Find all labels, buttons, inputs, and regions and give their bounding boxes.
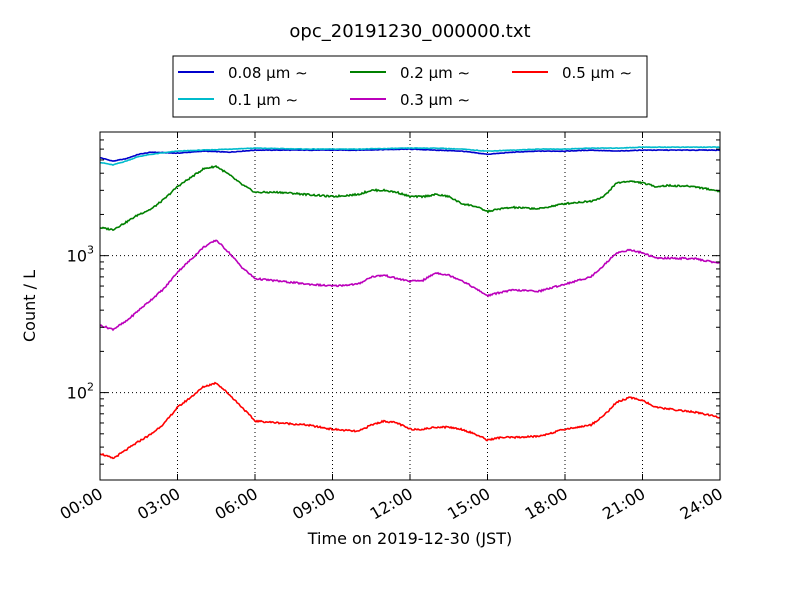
series-line: [99, 381, 721, 460]
grid: [100, 132, 720, 480]
x-tick-label: 06:00: [212, 484, 261, 524]
y-tick-label: 103: [67, 244, 94, 266]
x-tick-label: 12:00: [367, 484, 416, 524]
legend-label: 0.3 μm ∼: [400, 91, 470, 109]
y-tick-labels: 102 103: [67, 244, 94, 403]
legend-label: 0.1 μm ∼: [228, 91, 298, 109]
legend-label: 0.2 μm ∼: [400, 64, 470, 82]
y-axis-label: Count / L: [20, 270, 39, 342]
legend: 0.08 μm ∼ 0.1 μm ∼ 0.2 μm ∼ 0.3 μm ∼ 0.5 μm …: [172, 55, 648, 118]
x-tick-labels: 00:00 03:00 06:00 09:00 12:00 15:00 18:00 21:00…: [57, 484, 726, 524]
series-line: [99, 164, 721, 232]
series-line: [99, 146, 721, 167]
chart-title: opc_20191230_000000.txt: [289, 21, 530, 42]
x-tick-label: 09:00: [289, 484, 338, 524]
x-axis-label: Time on 2019-12-30 (JST): [307, 529, 512, 548]
series-line: [100, 148, 721, 163]
plot-area: [99, 131, 721, 481]
legend-box: [172, 55, 648, 118]
x-tick-label: 21:00: [599, 484, 648, 524]
plot-background: [100, 132, 720, 480]
series-line: [99, 239, 720, 332]
legend-label: 0.5 μm ∼: [562, 64, 632, 82]
x-tick-label: 15:00: [444, 484, 493, 524]
x-tick-label: 24:00: [677, 484, 726, 524]
plot-frame: [99, 131, 721, 481]
x-tick-label: 00:00: [57, 484, 106, 524]
series-layer: [99, 146, 721, 460]
x-tick-label: 18:00: [522, 484, 571, 524]
y-tick-label: 102: [67, 381, 94, 403]
x-tick-label: 03:00: [134, 484, 183, 524]
legend-label: 0.08 μm ∼: [228, 64, 308, 82]
